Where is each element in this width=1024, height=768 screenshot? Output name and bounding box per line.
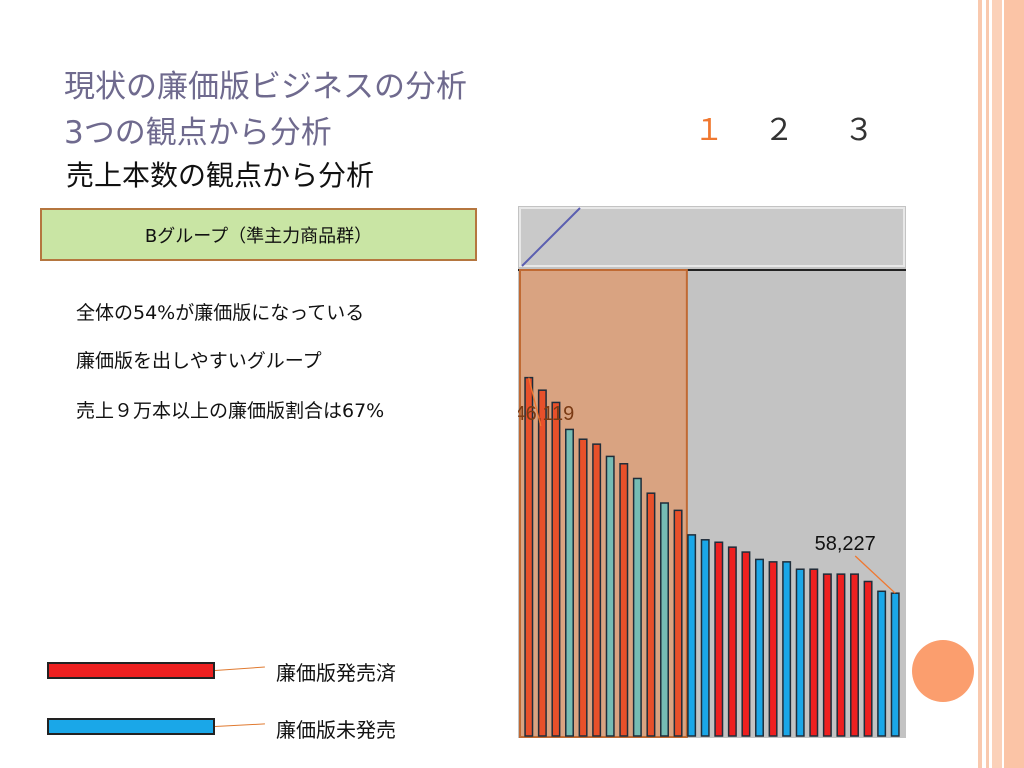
bar-1 <box>524 376 534 737</box>
bar-16 <box>727 546 737 737</box>
bullet-point-1: 全体の54%が廉価版になっている <box>76 302 365 324</box>
annotation-pointer-1 <box>528 377 542 427</box>
bar-21 <box>795 568 805 737</box>
legend-label-released: 廉価版発売済 <box>276 661 396 685</box>
decor-circle <box>912 640 974 702</box>
group-label-text: Bグループ（準主力商品群） <box>144 225 373 247</box>
group-label-box: Bグループ（準主力商品群） <box>40 208 477 261</box>
bar-9 <box>632 477 642 737</box>
legend-label-unreleased: 廉価版未発売 <box>276 718 396 742</box>
legend-connector-released <box>214 666 265 671</box>
bar-23 <box>822 573 832 737</box>
page-number-1[interactable]: １ <box>694 113 724 148</box>
cumulative-curve-line <box>521 207 581 267</box>
bar-26 <box>863 580 873 737</box>
section-subtitle: 売上本数の観点から分析 <box>66 159 375 192</box>
bar-28 <box>890 592 900 737</box>
page-number-3[interactable]: ３ <box>844 113 874 148</box>
annotation-pointer-2 <box>854 555 896 594</box>
upper-panel <box>519 207 905 267</box>
decor-stripe-2 <box>986 0 989 768</box>
legend-swatch-released <box>47 662 215 679</box>
bar-27 <box>877 590 887 737</box>
bar-5 <box>578 438 588 737</box>
bullet-point-2: 廉価版を出しやすいグループ <box>76 350 322 372</box>
bar-3 <box>551 401 561 737</box>
bar-4 <box>565 428 574 737</box>
slide-title-line2: 3つの観点から分析 <box>64 115 332 151</box>
bar-18 <box>755 558 764 737</box>
bar-24 <box>836 573 846 737</box>
decor-stripe-4 <box>1004 0 1024 768</box>
bar-10 <box>646 492 656 737</box>
bar-20 <box>782 561 792 737</box>
legend-swatch-unreleased <box>47 718 215 735</box>
decor-stripe-3 <box>992 0 1002 768</box>
bar-7 <box>605 455 615 737</box>
bar-15 <box>714 541 724 737</box>
bar-6 <box>592 443 602 737</box>
slide-title-line1: 現状の廉価版ビジネスの分析 <box>64 69 467 105</box>
annotation-label-2: 58,227 <box>815 533 876 555</box>
sales-bar-chart: 146,119 58,227 <box>518 206 906 738</box>
bar-2 <box>537 389 547 737</box>
bar-25 <box>850 573 859 737</box>
highlight-region <box>519 269 688 738</box>
bar-11 <box>660 502 669 737</box>
bar-17 <box>741 551 751 737</box>
bullet-point-3: 売上９万本以上の廉価版割合は67% <box>76 400 385 422</box>
legend-connector-unreleased <box>214 723 265 727</box>
bar-19 <box>768 561 778 737</box>
bar-12 <box>673 509 683 737</box>
annotation-label-1: 146,119 <box>518 403 574 425</box>
page-number-2[interactable]: ２ <box>764 113 794 148</box>
bar-8 <box>619 463 629 737</box>
decor-stripe-1 <box>978 0 982 768</box>
bar-22 <box>809 568 819 737</box>
bar-14 <box>700 539 710 737</box>
bar-13 <box>687 534 697 737</box>
